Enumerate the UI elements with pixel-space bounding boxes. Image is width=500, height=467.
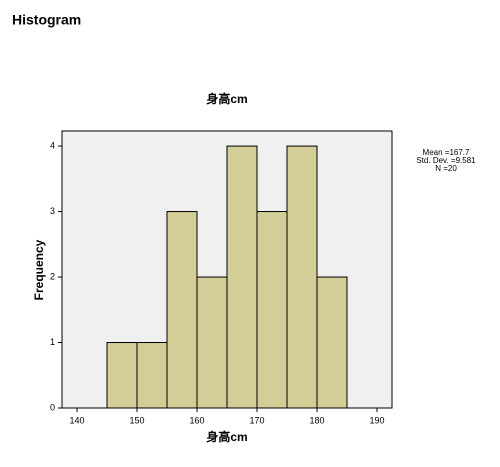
stats-annotation: Std. Dev. =9.581 — [416, 156, 476, 165]
page-heading: Histogram — [12, 12, 81, 28]
stats-annotation: Mean =167.7 — [423, 148, 470, 157]
stats-annotation: N =20 — [435, 164, 457, 173]
bar — [286, 145, 318, 409]
x-tick-label: 160 — [189, 415, 204, 425]
x-tick-label: 140 — [69, 415, 84, 425]
bar — [256, 211, 288, 409]
bar — [226, 145, 258, 409]
chart-title: 身高cm — [206, 91, 247, 106]
bar — [106, 342, 138, 409]
y-tick-label: 1 — [50, 337, 55, 347]
y-tick-label: 3 — [50, 206, 55, 216]
x-axis-label: 身高cm — [206, 429, 247, 444]
x-tick-label: 150 — [129, 415, 144, 425]
x-tick-label: 180 — [309, 415, 324, 425]
y-tick-label: 2 — [50, 271, 55, 281]
bar — [166, 211, 198, 409]
bar — [136, 342, 168, 409]
bar — [316, 276, 348, 409]
y-axis-label: Frequency — [32, 239, 46, 300]
x-tick-label: 170 — [249, 415, 264, 425]
bar — [196, 276, 228, 409]
x-tick-label: 190 — [369, 415, 384, 425]
y-tick-label: 4 — [50, 140, 55, 150]
y-tick-label: 0 — [50, 402, 55, 412]
